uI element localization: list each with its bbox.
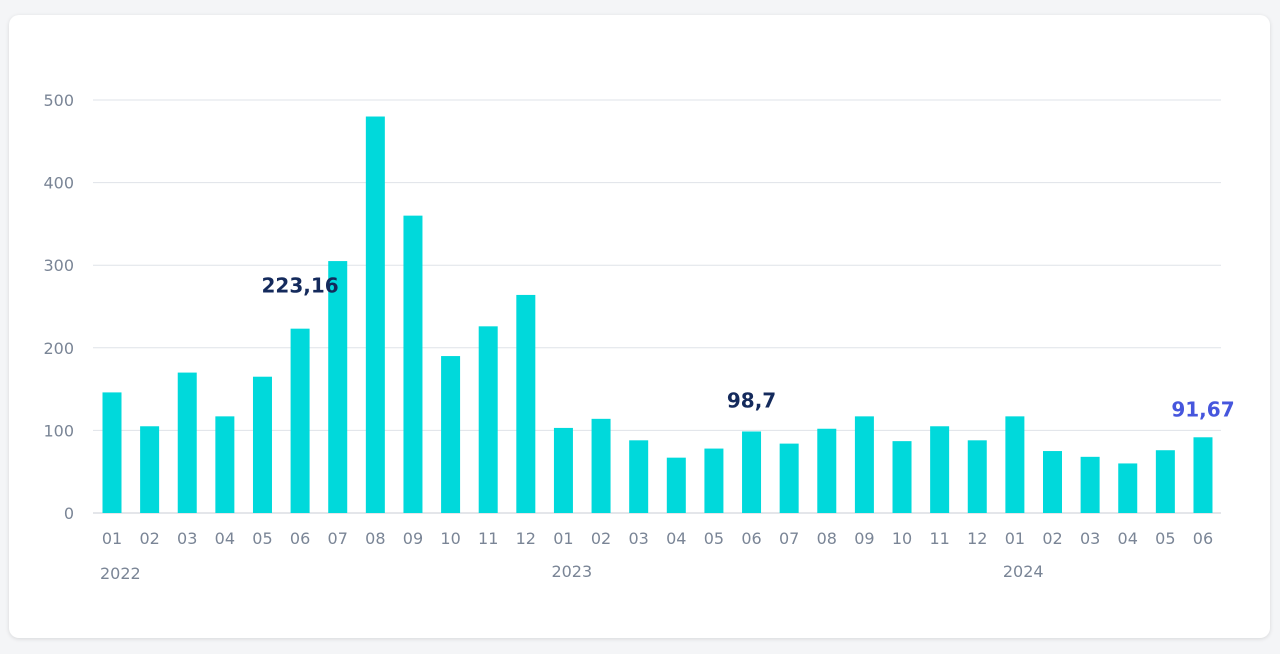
bar	[892, 441, 912, 513]
bar	[742, 431, 762, 513]
bar	[704, 448, 724, 513]
y-tick-label: 300	[43, 256, 74, 275]
year-label: 2024	[1003, 562, 1044, 581]
x-tick-label: 06	[741, 529, 761, 548]
bar	[1043, 451, 1062, 513]
x-tick-label: 04	[215, 529, 235, 548]
bar	[328, 261, 348, 513]
x-tick-label: 02	[139, 529, 159, 548]
y-tick-label: 400	[43, 174, 74, 193]
x-tick-label: 05	[704, 529, 724, 548]
bar	[290, 328, 310, 513]
bar	[666, 457, 686, 513]
x-tick-label: 10	[892, 529, 912, 548]
bar	[140, 426, 160, 513]
bar	[854, 416, 874, 513]
x-tick-label: 03	[1080, 529, 1100, 548]
x-tick-label: 07	[328, 529, 348, 548]
x-tick-label: 04	[1118, 529, 1138, 548]
bar	[779, 443, 799, 513]
bar	[441, 356, 461, 513]
y-tick-label: 200	[43, 339, 74, 358]
x-tick-label: 08	[365, 529, 385, 548]
bar	[102, 392, 122, 513]
x-tick-label: 03	[177, 529, 197, 548]
y-tick-label: 500	[43, 91, 74, 110]
x-tick-label: 02	[591, 529, 611, 548]
y-tick-label: 100	[43, 421, 74, 440]
bar	[817, 428, 837, 513]
bar	[591, 418, 611, 513]
bar	[215, 416, 235, 513]
x-tick-label: 06	[1193, 529, 1213, 548]
x-tick-label: 12	[967, 529, 987, 548]
value-annotation: 98,7	[727, 388, 776, 412]
x-tick-label: 01	[102, 529, 122, 548]
bar	[1005, 416, 1025, 513]
x-tick-label: 05	[252, 529, 272, 548]
bar	[478, 326, 498, 513]
x-tick-label: 02	[1042, 529, 1062, 548]
x-tick-label: 05	[1155, 529, 1175, 548]
x-tick-label: 03	[629, 529, 649, 548]
bar	[1155, 450, 1175, 513]
x-tick-label: 08	[817, 529, 837, 548]
x-tick-label: 11	[929, 529, 949, 548]
bar	[1080, 456, 1100, 513]
bar	[967, 440, 987, 513]
x-tick-label: 11	[478, 529, 498, 548]
x-tick-label: 09	[854, 529, 874, 548]
value-annotation: 223,16	[262, 274, 339, 298]
bar	[553, 427, 573, 513]
bar	[252, 376, 272, 513]
x-tick-label: 01	[553, 529, 573, 548]
year-label: 2022	[100, 564, 141, 583]
x-tick-label: 06	[290, 529, 310, 548]
y-tick-label: 0	[64, 504, 74, 523]
x-tick-label: 09	[403, 529, 423, 548]
x-tick-label: 12	[516, 529, 536, 548]
chart-card	[9, 15, 1270, 638]
x-tick-label: 10	[440, 529, 460, 548]
value-annotation: 91,67	[1171, 397, 1234, 421]
bar	[629, 440, 649, 513]
bar	[177, 372, 197, 513]
bar	[403, 215, 423, 513]
bar	[516, 294, 536, 513]
x-tick-label: 01	[1005, 529, 1025, 548]
bar	[930, 426, 950, 513]
year-label: 2023	[551, 562, 592, 581]
bar	[1118, 463, 1138, 513]
x-tick-label: 04	[666, 529, 686, 548]
x-tick-label: 07	[779, 529, 799, 548]
bar	[1193, 437, 1213, 513]
bar	[365, 116, 385, 514]
